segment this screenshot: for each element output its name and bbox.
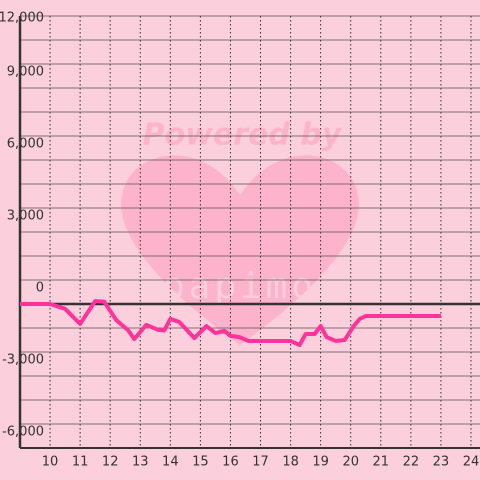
x-tick-label: 18 bbox=[282, 455, 299, 470]
y-tick-label: 9,000 bbox=[7, 65, 44, 80]
x-tick-label: 20 bbox=[342, 455, 359, 470]
x-tick-label: 10 bbox=[42, 455, 59, 470]
heart bbox=[121, 155, 359, 345]
x-tick-label: 11 bbox=[72, 455, 89, 470]
x-tick-label: 23 bbox=[433, 455, 450, 470]
y-tick-label: 6,000 bbox=[7, 137, 44, 152]
x-tick-label: 22 bbox=[403, 455, 420, 470]
x-tick-label: 16 bbox=[222, 455, 239, 470]
watermark-text: Powered by bbox=[143, 118, 343, 153]
x-tick-label: 13 bbox=[132, 455, 149, 470]
x-tick-label: 21 bbox=[373, 455, 390, 470]
x-tick-label: 15 bbox=[192, 455, 209, 470]
x-tick-label: 14 bbox=[162, 455, 179, 470]
x-tick-label: 19 bbox=[312, 455, 329, 470]
y-tick-label: 12,000 bbox=[0, 11, 44, 26]
y-tick-label: -3,000 bbox=[2, 353, 44, 368]
y-tick-label: 3,000 bbox=[7, 209, 44, 224]
watermark: Powered by papimo bbox=[121, 118, 359, 345]
x-tick-label: 17 bbox=[252, 455, 269, 470]
y-tick-label: -6,000 bbox=[2, 425, 44, 440]
data-line bbox=[20, 299, 441, 348]
x-tick-label: 24 bbox=[463, 455, 480, 470]
watermark-brand: papimo bbox=[163, 266, 317, 307]
y-tick-label: 0 bbox=[36, 281, 44, 296]
x-tick-label: 12 bbox=[102, 455, 119, 470]
